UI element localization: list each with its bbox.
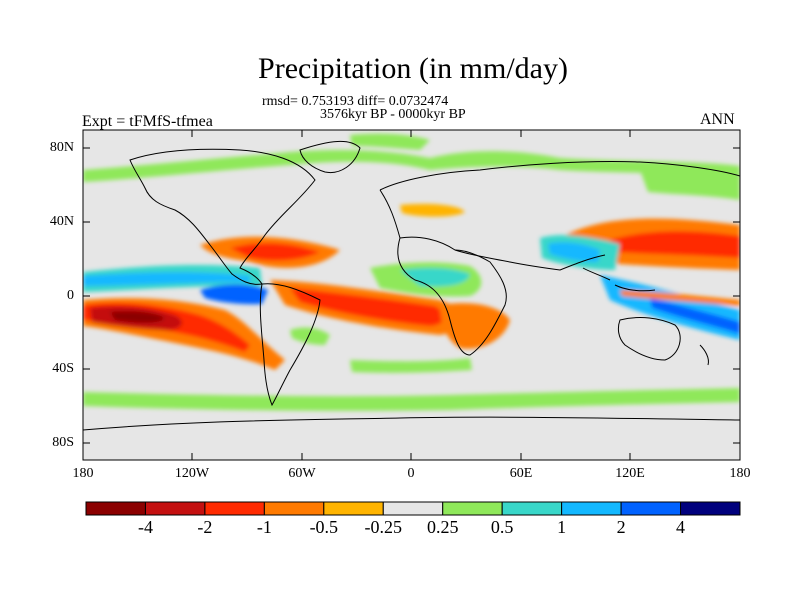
colorbar-swatch [620,501,682,516]
x-tick-label: 120W [174,466,210,481]
colorbar-tick-label: -0.5 [309,517,339,537]
x-tick-label: 180 [72,466,94,481]
colorbar-swatch [204,501,265,516]
x-tick-label: 120E [615,466,645,481]
y-tick-label: 0 [67,288,74,303]
colorbar-swatch [382,501,444,516]
chart-title: Precipitation (in mm/day) [258,52,568,85]
y-tick-label: 40N [49,214,74,229]
colorbar-swatch [561,501,622,516]
colorbar-tick-label: -2 [197,517,213,537]
colorbar-swatch [501,501,563,516]
axis-ticks [83,130,740,460]
stats-line: rmsd= 0.753193 diff= 0.0732474 [262,94,449,109]
colorbar-swatch [442,501,503,516]
colorbar-tick-label: -1 [256,517,272,537]
colorbar-tick-label: 0.25 [426,517,459,537]
colorbar-swatch [263,501,325,516]
colorbar-tick-label: 0.5 [490,517,514,537]
colorbar-tick-label: -4 [137,517,153,537]
colorbar-swatch [144,501,206,516]
season-label: ANN [700,111,735,128]
precip-difference-field [83,130,740,460]
coastlines [83,140,740,431]
x-tick-label: 60E [509,466,533,481]
colorbar-swatch [85,501,146,516]
colorbar-swatch [680,501,741,516]
y-tick-label: 80S [52,435,74,450]
period-line: 3576kyr BP - 0000kyr BP [320,107,466,122]
colorbar-tick-label: 1 [557,517,567,537]
colorbar-tick-label: 4 [676,517,686,537]
y-tick-label: 80N [49,140,74,155]
colorbar-tick-label: -0.25 [364,517,403,537]
colorbar-tick-label: 2 [616,517,626,537]
x-tick-label: 0 [407,466,415,481]
experiment-label: Expt = tFMfS-tfmea [82,113,213,130]
x-tick-label: 180 [729,466,751,481]
y-tick-label: 40S [52,361,74,376]
x-tick-label: 60W [288,466,316,481]
colorbar [85,501,741,516]
colorbar-swatch [323,501,384,516]
